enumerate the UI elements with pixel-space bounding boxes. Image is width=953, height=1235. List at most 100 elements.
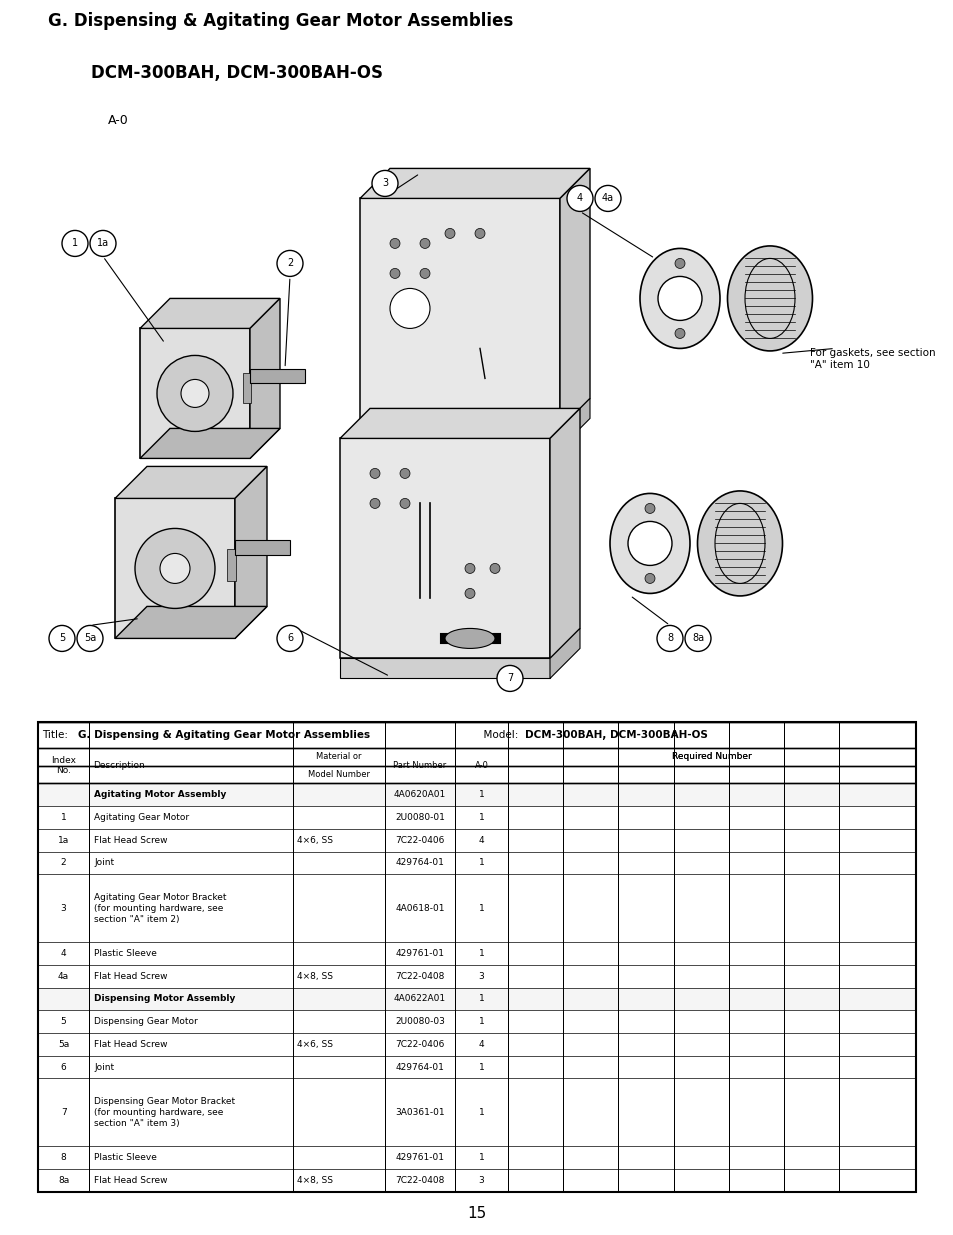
Circle shape <box>135 529 214 609</box>
Circle shape <box>419 268 430 278</box>
Text: 5: 5 <box>61 1018 67 1026</box>
Circle shape <box>464 588 475 599</box>
Text: 15: 15 <box>467 1205 486 1221</box>
Circle shape <box>675 258 684 268</box>
Text: 4×8, SS: 4×8, SS <box>296 1176 333 1184</box>
Text: 4a: 4a <box>58 972 70 981</box>
Circle shape <box>419 238 430 248</box>
Text: Title:: Title: <box>43 730 71 740</box>
Text: 3: 3 <box>478 972 484 981</box>
Text: 3A0361-01: 3A0361-01 <box>395 1108 444 1116</box>
Text: 7C22-0406: 7C22-0406 <box>395 1040 444 1049</box>
Bar <box>140 329 250 458</box>
Circle shape <box>90 231 116 257</box>
Circle shape <box>444 228 455 238</box>
Text: 1: 1 <box>478 904 484 913</box>
Circle shape <box>399 499 410 509</box>
Text: 2: 2 <box>61 858 67 867</box>
Text: 4: 4 <box>478 1040 484 1049</box>
Text: 2: 2 <box>287 258 293 268</box>
Text: 1: 1 <box>478 813 484 823</box>
Text: 5: 5 <box>59 634 65 643</box>
Circle shape <box>675 329 684 338</box>
Text: Plastic Sleeve: Plastic Sleeve <box>94 1153 157 1162</box>
Bar <box>293 748 507 783</box>
Circle shape <box>390 238 399 248</box>
Bar <box>339 658 550 678</box>
Circle shape <box>181 379 209 408</box>
Polygon shape <box>115 467 267 499</box>
Text: 1: 1 <box>478 790 484 799</box>
Text: 8: 8 <box>61 1153 67 1162</box>
Text: A-0: A-0 <box>474 761 488 771</box>
Text: 4×6, SS: 4×6, SS <box>296 836 333 845</box>
Text: 7C22-0406: 7C22-0406 <box>395 836 444 845</box>
Circle shape <box>644 573 655 583</box>
Text: 4A0620A01: 4A0620A01 <box>394 790 446 799</box>
Text: 1: 1 <box>478 950 484 958</box>
Text: Flat Head Screw: Flat Head Screw <box>94 836 168 845</box>
Ellipse shape <box>639 248 720 348</box>
Text: A-0: A-0 <box>474 761 488 771</box>
Circle shape <box>390 289 430 329</box>
Circle shape <box>370 468 379 478</box>
Bar <box>234 541 290 556</box>
Text: Agitating Gear Motor Bracket
(for mounting hardware, see
section "A" item 2): Agitating Gear Motor Bracket (for mounti… <box>94 893 227 924</box>
Text: 6: 6 <box>287 634 293 643</box>
Circle shape <box>497 666 522 692</box>
Bar <box>359 429 559 448</box>
Text: 4: 4 <box>61 950 67 958</box>
Text: Dispensing Gear Motor: Dispensing Gear Motor <box>94 1018 198 1026</box>
Text: Model:: Model: <box>476 730 521 740</box>
Polygon shape <box>339 409 579 438</box>
Circle shape <box>276 251 303 277</box>
Text: 3: 3 <box>381 178 388 189</box>
Text: 2U0080-01: 2U0080-01 <box>395 813 444 823</box>
Polygon shape <box>550 409 579 658</box>
Circle shape <box>370 499 379 509</box>
Text: Part Number: Part Number <box>393 761 446 771</box>
Polygon shape <box>359 168 589 199</box>
Bar <box>243 373 251 404</box>
Text: 1: 1 <box>478 1062 484 1072</box>
Polygon shape <box>140 299 280 329</box>
Polygon shape <box>250 299 280 458</box>
Text: 3: 3 <box>478 1176 484 1184</box>
Text: Flat Head Screw: Flat Head Screw <box>94 972 168 981</box>
Text: DCM-300BAH, DCM-300BAH-OS: DCM-300BAH, DCM-300BAH-OS <box>525 730 707 740</box>
Bar <box>38 988 915 1010</box>
Bar <box>227 550 235 582</box>
Text: 1a: 1a <box>58 836 70 845</box>
Text: 5a: 5a <box>84 634 96 643</box>
Text: 7: 7 <box>506 673 513 683</box>
Polygon shape <box>550 629 579 678</box>
Text: 429761-01: 429761-01 <box>395 1153 444 1162</box>
Text: 429764-01: 429764-01 <box>395 1062 444 1072</box>
Text: 1: 1 <box>478 994 484 1004</box>
Circle shape <box>160 553 190 583</box>
Text: Required Number: Required Number <box>671 752 751 761</box>
Text: Agitating Gear Motor: Agitating Gear Motor <box>94 813 190 823</box>
Text: Plastic Sleeve: Plastic Sleeve <box>94 950 157 958</box>
Text: Joint: Joint <box>94 858 114 867</box>
Text: 1: 1 <box>61 813 67 823</box>
Circle shape <box>644 504 655 514</box>
Text: 4×8, SS: 4×8, SS <box>296 972 333 981</box>
Text: Model Number: Model Number <box>308 771 370 779</box>
Circle shape <box>49 625 75 651</box>
Text: Part Number: Part Number <box>393 752 446 761</box>
Text: 1: 1 <box>71 238 78 248</box>
Text: 4: 4 <box>577 194 582 204</box>
Circle shape <box>157 356 233 431</box>
Bar <box>359 199 559 429</box>
Text: Index
No.: Index No. <box>51 756 76 776</box>
Text: Agitating Motor Assembly: Agitating Motor Assembly <box>94 790 227 799</box>
Circle shape <box>490 563 499 573</box>
Circle shape <box>390 268 399 278</box>
Circle shape <box>595 185 620 211</box>
Text: G. Dispensing & Agitating Gear Motor Assemblies: G. Dispensing & Agitating Gear Motor Ass… <box>48 12 513 31</box>
Text: Flat Head Screw: Flat Head Screw <box>94 1176 168 1184</box>
Text: For gaskets, see section
"A" item 10: For gaskets, see section "A" item 10 <box>809 348 935 370</box>
Text: 7: 7 <box>61 1108 67 1116</box>
Ellipse shape <box>727 246 812 351</box>
